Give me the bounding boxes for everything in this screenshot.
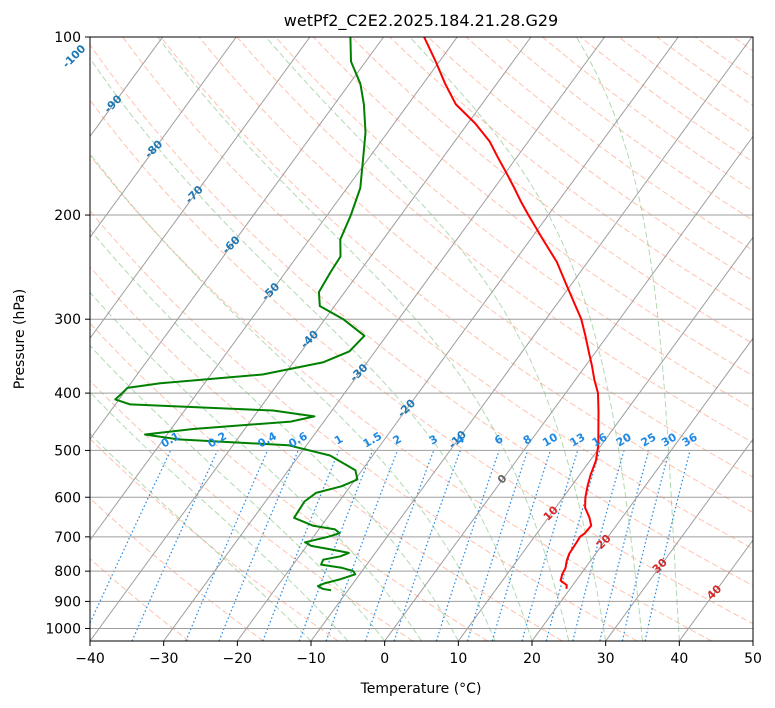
- mixing-ratio-line: [262, 450, 340, 641]
- isotherm-line: [163, 37, 605, 641]
- y-tick-label: 900: [54, 594, 81, 610]
- data-series: [114, 37, 600, 592]
- mixing-ratio-line: [185, 450, 269, 641]
- moist-adiabat: [90, 57, 533, 641]
- moist-adiabat: [90, 391, 349, 641]
- x-tick-label: −30: [149, 651, 179, 667]
- dry-adiabat: [90, 154, 712, 641]
- mixing-ratio-line: [364, 450, 435, 641]
- x-tick-label: 20: [523, 651, 541, 667]
- mixing-ratio-line: [218, 450, 299, 641]
- moist-adiabat: [90, 433, 312, 641]
- moist-adiabat: [265, 37, 607, 641]
- moist-adiabat: [90, 344, 386, 641]
- isotherm-line: [310, 37, 753, 641]
- y-tick-label: 1000: [45, 621, 81, 637]
- dry-adiabat: [313, 37, 753, 377]
- isotherm-line: [90, 37, 311, 340]
- temperature-line: [423, 37, 600, 589]
- x-tick-label: 10: [449, 651, 467, 667]
- y-tick-label: 100: [54, 30, 81, 46]
- y-tick-label: 700: [54, 530, 81, 546]
- isotherm-line: [90, 37, 237, 239]
- y-tick-label: 300: [54, 312, 81, 328]
- x-tick-label: 40: [670, 651, 688, 667]
- x-tick-label: 0: [380, 651, 389, 667]
- dewpoint-line: [114, 37, 367, 592]
- dry-adiabat: [90, 379, 414, 641]
- chart-title: wetPf2_C2E2.2025.184.21.28.G29: [284, 11, 558, 31]
- y-tick-label: 400: [54, 386, 81, 402]
- mixing-ratio-line: [325, 450, 399, 641]
- dry-adiabat: [236, 37, 753, 444]
- dry-adiabat: [90, 558, 190, 641]
- x-tick-label: −20: [223, 651, 253, 667]
- dry-adiabat: [90, 210, 638, 641]
- x-tick-label: 30: [597, 651, 615, 667]
- isotherm-line: [90, 37, 458, 541]
- moist-adiabat: [409, 37, 643, 641]
- isotherm-line: [457, 236, 753, 641]
- moist-adiabat: [90, 152, 496, 641]
- moist-adiabat: [575, 37, 680, 641]
- mixing-ratio-line: [435, 450, 500, 641]
- isotherm-line: [90, 37, 384, 441]
- y-tick-label: 200: [54, 208, 81, 224]
- y-tick-label: 500: [54, 443, 81, 459]
- dry-adiabat: [90, 266, 563, 641]
- x-axis-label: Temperature (°C): [360, 681, 482, 697]
- mixing-ratio-line: [521, 450, 579, 641]
- dry-adiabat: [90, 322, 488, 641]
- isotherm-line: [605, 438, 753, 641]
- plot-frame: [89, 36, 754, 642]
- y-tick-label: 800: [54, 564, 81, 580]
- isotherm-line: [90, 37, 532, 641]
- isotherm-line: [384, 135, 753, 641]
- dry-adiabat: [389, 37, 753, 313]
- x-tick-label: −10: [296, 651, 326, 667]
- y-tick-label: 600: [54, 490, 81, 506]
- mixing-ratio-line: [466, 450, 529, 641]
- dry-adiabat: [198, 37, 753, 478]
- moist-adiabat: [157, 37, 570, 641]
- x-tick-label: −40: [75, 651, 105, 667]
- x-tick-label: 50: [744, 651, 762, 667]
- dry-adiabat: [90, 43, 753, 587]
- y-axis-label: Pressure (hPa): [12, 289, 28, 389]
- mixing-ratio-line: [599, 450, 650, 641]
- mixing-ratio-line: [298, 450, 374, 641]
- mixing-ratio-line: [572, 450, 625, 641]
- isotherm-line: [531, 337, 753, 641]
- mixing-ratio-line: [621, 450, 670, 641]
- axes: −40 −30 −20 −10 0 10 20 30 40 50 100 200 300 400 500 60…: [45, 30, 762, 667]
- dry-adiabat: [90, 99, 753, 625]
